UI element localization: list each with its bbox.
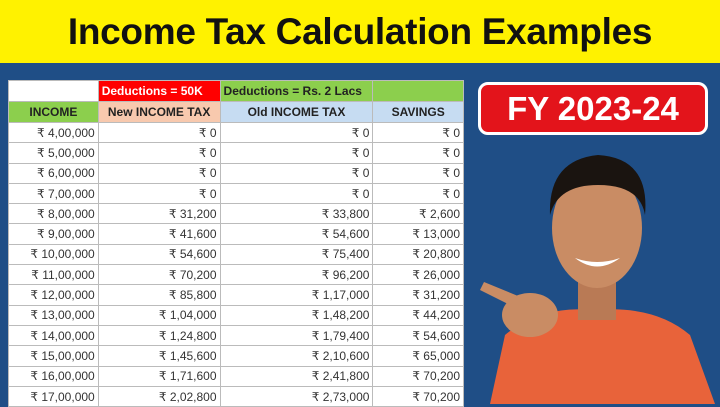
- header-income: INCOME: [8, 101, 99, 123]
- new-tax-cell: ₹ 54,600: [97, 243, 221, 266]
- table-row: ₹ 10,00,000 ₹ 54,600 ₹ 75,400 ₹ 20,800: [8, 243, 464, 266]
- table-row: ₹ 7,00,000 ₹ 0 ₹ 0 ₹ 0: [8, 182, 464, 205]
- new-tax-cell: ₹ 0: [97, 121, 221, 144]
- income-cell: ₹ 4,00,000: [8, 121, 99, 144]
- old-tax-cell: ₹ 0: [219, 121, 374, 144]
- tax-table: Deductions = 50K Deductions = Rs. 2 Lacs…: [8, 80, 464, 407]
- new-tax-cell: ₹ 1,45,600: [97, 345, 221, 367]
- old-tax-cell: ₹ 1,79,400: [219, 324, 374, 347]
- new-tax-cell: ₹ 0: [97, 142, 221, 164]
- table-row: ₹ 4,00,000 ₹ 0 ₹ 0 ₹ 0: [8, 121, 464, 144]
- face: [552, 168, 642, 288]
- savings-cell: ₹ 26,000: [372, 264, 464, 286]
- old-tax-cell: ₹ 2,41,800: [219, 365, 374, 387]
- old-tax-cell: ₹ 0: [219, 182, 374, 205]
- table-row: ₹ 12,00,000 ₹ 85,800 ₹ 1,17,000 ₹ 31,200: [8, 284, 464, 306]
- income-cell: ₹ 15,00,000: [8, 345, 99, 367]
- group-header-empty: [8, 80, 99, 102]
- savings-cell: ₹ 0: [372, 182, 464, 205]
- income-cell: ₹ 12,00,000: [8, 284, 99, 306]
- savings-cell: ₹ 0: [372, 142, 464, 164]
- table-row: ₹ 13,00,000 ₹ 1,04,000 ₹ 1,48,200 ₹ 44,200: [8, 304, 464, 326]
- table-row: ₹ 15,00,000 ₹ 1,45,600 ₹ 2,10,600 ₹ 65,000: [8, 345, 464, 367]
- savings-cell: ₹ 20,800: [372, 243, 464, 266]
- group-header-old: Deductions = Rs. 2 Lacs: [219, 80, 374, 102]
- old-tax-cell: ₹ 96,200: [219, 264, 374, 286]
- group-header-row: Deductions = 50K Deductions = Rs. 2 Lacs: [8, 80, 464, 102]
- savings-cell: ₹ 31,200: [372, 284, 464, 306]
- savings-cell: ₹ 2,600: [372, 203, 464, 225]
- old-tax-cell: ₹ 1,48,200: [219, 304, 374, 326]
- group-header-savings: [372, 80, 464, 102]
- hair: [549, 155, 646, 215]
- new-tax-cell: ₹ 31,200: [97, 203, 221, 225]
- old-tax-cell: ₹ 0: [219, 162, 374, 184]
- fy-badge: FY 2023-24: [478, 82, 708, 135]
- table-row: ₹ 9,00,000 ₹ 41,600 ₹ 54,600 ₹ 13,000: [8, 223, 464, 245]
- header-savings: SAVINGS: [372, 101, 464, 123]
- new-tax-cell: ₹ 0: [97, 182, 221, 205]
- old-tax-cell: ₹ 33,800: [219, 203, 374, 225]
- income-cell: ₹ 5,00,000: [8, 142, 99, 164]
- income-cell: ₹ 11,00,000: [8, 264, 99, 286]
- new-tax-cell: ₹ 0: [97, 162, 221, 184]
- table-row: ₹ 16,00,000 ₹ 1,71,600 ₹ 2,41,800 ₹ 70,200: [8, 365, 464, 387]
- group-header-new: Deductions = 50K: [97, 80, 221, 102]
- savings-cell: ₹ 65,000: [372, 345, 464, 367]
- income-cell: ₹ 8,00,000: [8, 203, 99, 225]
- income-cell: ₹ 13,00,000: [8, 304, 99, 326]
- new-tax-cell: ₹ 41,600: [97, 223, 221, 245]
- table-row: ₹ 11,00,000 ₹ 70,200 ₹ 96,200 ₹ 26,000: [8, 264, 464, 286]
- new-tax-cell: ₹ 1,24,800: [97, 324, 221, 347]
- savings-cell: ₹ 0: [372, 121, 464, 144]
- smile: [575, 258, 620, 267]
- income-cell: ₹ 7,00,000: [8, 182, 99, 205]
- income-cell: ₹ 14,00,000: [8, 324, 99, 347]
- shirt: [490, 309, 715, 404]
- header-new-tax: New INCOME TAX: [97, 101, 221, 123]
- income-cell: ₹ 9,00,000: [8, 223, 99, 245]
- old-tax-cell: ₹ 2,10,600: [219, 345, 374, 367]
- income-cell: ₹ 10,00,000: [8, 243, 99, 266]
- old-tax-cell: ₹ 0: [219, 142, 374, 164]
- old-tax-cell: ₹ 1,17,000: [219, 284, 374, 306]
- table-row: ₹ 5,00,000 ₹ 0 ₹ 0 ₹ 0: [8, 142, 464, 164]
- new-tax-cell: ₹ 1,04,000: [97, 304, 221, 326]
- header-old-tax: Old INCOME TAX: [219, 101, 374, 123]
- savings-cell: ₹ 54,600: [372, 324, 464, 347]
- table-row: ₹ 14,00,000 ₹ 1,24,800 ₹ 1,79,400 ₹ 54,600: [8, 324, 464, 347]
- income-cell: ₹ 6,00,000: [8, 162, 99, 184]
- hand: [502, 293, 558, 337]
- income-cell: ₹ 16,00,000: [8, 365, 99, 387]
- thumbnail-title: Income Tax Calculation Examples: [0, 0, 720, 63]
- table-row: ₹ 6,00,000 ₹ 0 ₹ 0 ₹ 0: [8, 162, 464, 184]
- old-tax-cell: ₹ 75,400: [219, 243, 374, 266]
- presenter-photo: [480, 155, 715, 404]
- savings-cell: ₹ 0: [372, 162, 464, 184]
- column-header-row: INCOME New INCOME TAX Old INCOME TAX SAV…: [8, 101, 464, 123]
- savings-cell: ₹ 13,000: [372, 223, 464, 245]
- table-row: ₹ 8,00,000 ₹ 31,200 ₹ 33,800 ₹ 2,600: [8, 203, 464, 225]
- new-tax-cell: ₹ 1,71,600: [97, 365, 221, 387]
- new-tax-cell: ₹ 85,800: [97, 284, 221, 306]
- old-tax-cell: ₹ 54,600: [219, 223, 374, 245]
- pointing-finger: [480, 282, 518, 305]
- new-tax-cell: ₹ 70,200: [97, 264, 221, 286]
- savings-cell: ₹ 44,200: [372, 304, 464, 326]
- savings-cell: ₹ 70,200: [372, 365, 464, 387]
